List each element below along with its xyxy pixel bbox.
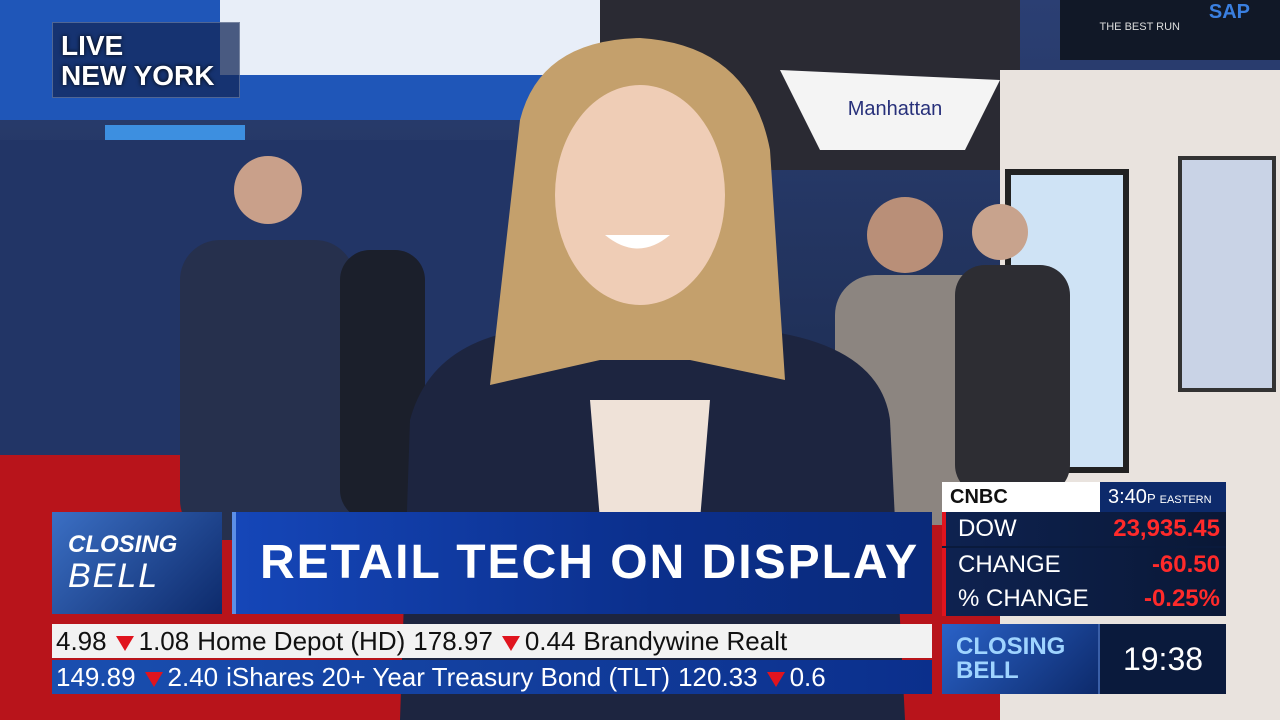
live-bug: LIVE NEW YORK bbox=[52, 22, 240, 98]
anchor-neck bbox=[590, 400, 710, 520]
market-value: -60.50 bbox=[1151, 551, 1220, 578]
ticker-price: 149.89 bbox=[56, 662, 136, 692]
arrow-shape bbox=[501, 636, 520, 652]
person-head bbox=[234, 156, 302, 224]
ticker-row: 4.98 1.08 Home Depot (HD) 178.97 0.44 Brandyw… bbox=[52, 624, 932, 658]
person bbox=[955, 265, 1070, 495]
anchor-smile bbox=[605, 235, 670, 249]
market-header: CNBC 3:40P EASTERN bbox=[942, 482, 1226, 512]
anchor-face bbox=[555, 85, 725, 305]
arrow-shape bbox=[766, 672, 785, 688]
network-logo: CNBC bbox=[950, 486, 1008, 508]
ticker-change: 1.08 bbox=[138, 626, 190, 656]
person-head bbox=[867, 197, 943, 273]
market-time: 3:40P EASTERN bbox=[1100, 482, 1226, 512]
down-arrow bbox=[766, 672, 785, 688]
logo-line: CLOSING bbox=[68, 531, 178, 558]
arrow-shape bbox=[115, 636, 134, 652]
market-row: % CHANGE -0.25% bbox=[942, 582, 1226, 616]
clock-box: CLOSING BELL 19:38 bbox=[942, 624, 1226, 694]
market-label: % CHANGE bbox=[958, 585, 1089, 612]
down-arrow bbox=[144, 672, 163, 688]
manhattan-sign bbox=[780, 70, 1000, 150]
market-row: CHANGE -60.50 bbox=[942, 548, 1226, 582]
sap-banner bbox=[1060, 0, 1280, 60]
ticker-row: 149.89 2.40 iShares 20+ Year Treasury Bond… bbox=[52, 660, 932, 694]
show-logo: CLOSING BELL bbox=[52, 512, 222, 614]
market-box: CNBC 3:40P EASTERN DOW 23,935.45 CHANGE -60… bbox=[942, 482, 1226, 616]
ticker-name: Home Depot (HD) bbox=[197, 626, 406, 656]
ticker-name: Brandywine Realt bbox=[583, 626, 788, 656]
time: 3:40 bbox=[1108, 486, 1147, 508]
photo-display bbox=[1178, 156, 1276, 392]
booth-panel bbox=[220, 0, 600, 75]
down-arrow bbox=[115, 636, 134, 652]
ticker-change: 0.44 bbox=[524, 626, 576, 656]
sap-text: SAP bbox=[1209, 1, 1250, 23]
time-zone: EASTERN bbox=[1159, 494, 1212, 506]
ticker-name: iShares 20+ Year Treasury Bond (TLT) bbox=[226, 662, 671, 692]
arrow-shape bbox=[144, 672, 163, 688]
ticker-price: 4.98 bbox=[56, 626, 107, 656]
clock-time: 19:38 bbox=[1098, 624, 1226, 694]
clock-label: CLOSING BELL bbox=[942, 624, 1098, 694]
ticker-price: 178.97 bbox=[413, 626, 493, 656]
best-run-text: THE BEST RUN bbox=[1100, 21, 1181, 33]
market-value: -0.25% bbox=[1143, 585, 1220, 612]
live-label: LIVE bbox=[61, 30, 124, 61]
meridiem: P bbox=[1146, 491, 1156, 506]
manhattan-text: Manhattan bbox=[848, 98, 943, 120]
market-value: 23,935.45 bbox=[1113, 515, 1220, 542]
person bbox=[180, 240, 355, 540]
person-head bbox=[972, 204, 1028, 260]
headline: RETAIL TECH ON DISPLAY bbox=[232, 512, 932, 614]
market-row: DOW 23,935.45 bbox=[942, 512, 1226, 546]
market-label: CHANGE bbox=[958, 551, 1061, 578]
logo-line: BELL bbox=[68, 557, 160, 595]
ticker-change: 2.40 bbox=[167, 662, 219, 692]
person bbox=[340, 250, 425, 520]
location-label: NEW YORK bbox=[61, 60, 215, 91]
ticker-price: 120.33 bbox=[678, 662, 758, 692]
market-label: DOW bbox=[958, 515, 1017, 542]
down-arrow bbox=[501, 636, 520, 652]
ticker-change: 0.6 bbox=[789, 662, 826, 692]
